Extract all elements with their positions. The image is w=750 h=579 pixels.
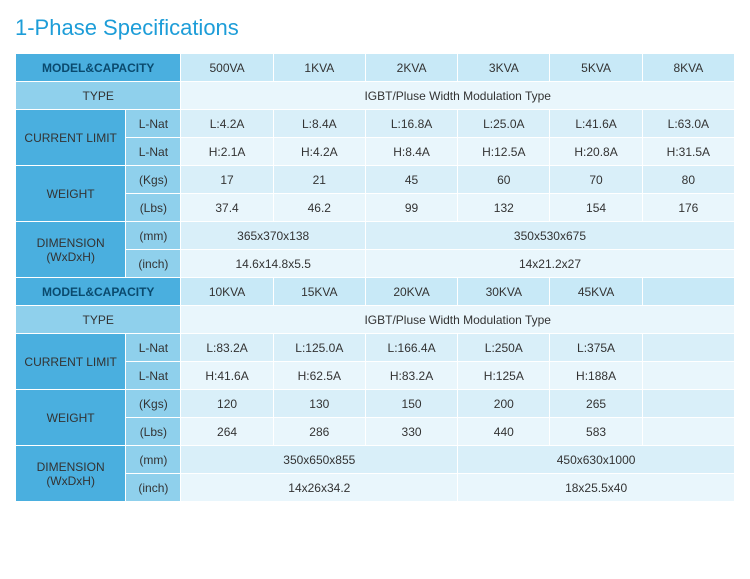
cap-cell [642,278,734,306]
data-cell: H:4.2A [273,138,365,166]
data-cell: H:83.2A [365,362,457,390]
sub-lbs: (Lbs) [126,194,181,222]
data-cell [642,334,734,362]
data-cell: L:63.0A [642,110,734,138]
data-cell: L:41.6A [550,110,642,138]
header-model-capacity: MODEL&CAPACITY [16,278,181,306]
data-cell: 17 [181,166,273,194]
sub-lnat: L-Nat [126,138,181,166]
sub-mm: (mm) [126,222,181,250]
data-cell: L:25.0A [458,110,550,138]
sub-lbs: (Lbs) [126,418,181,446]
data-cell: H:2.1A [181,138,273,166]
data-cell: 350x530x675 [365,222,734,250]
header-dimension: DIMENSION (WxDxH) [16,222,126,278]
data-cell: L:375A [550,334,642,362]
data-cell: 45 [365,166,457,194]
data-cell: 37.4 [181,194,273,222]
cap-cell: 5KVA [550,54,642,82]
sub-inch: (inch) [126,250,181,278]
data-cell: H:188A [550,362,642,390]
data-cell: L:166.4A [365,334,457,362]
data-cell: 60 [458,166,550,194]
data-cell: 132 [458,194,550,222]
data-cell: 150 [365,390,457,418]
data-cell: 264 [181,418,273,446]
data-cell: 265 [550,390,642,418]
data-cell: 365x370x138 [181,222,366,250]
cap-cell: 8KVA [642,54,734,82]
header-type: TYPE [16,306,181,334]
data-cell: L:4.2A [181,110,273,138]
data-cell: H:125A [458,362,550,390]
cap-cell: 10KVA [181,278,273,306]
data-cell: 120 [181,390,273,418]
header-type: TYPE [16,82,181,110]
header-dimension: DIMENSION (WxDxH) [16,446,126,502]
data-cell: 154 [550,194,642,222]
data-cell: 70 [550,166,642,194]
cap-cell: 45KVA [550,278,642,306]
data-cell: 14x26x34.2 [181,474,458,502]
cap-cell: 20KVA [365,278,457,306]
cap-cell: 500VA [181,54,273,82]
spec-table: MODEL&CAPACITY 500VA 1KVA 2KVA 3KVA 5KVA… [15,53,735,502]
data-cell: L:125.0A [273,334,365,362]
cap-cell: 3KVA [458,54,550,82]
sub-lnat: L-Nat [126,334,181,362]
cap-cell: 15KVA [273,278,365,306]
cap-cell: 1KVA [273,54,365,82]
data-cell: 330 [365,418,457,446]
data-cell: 21 [273,166,365,194]
data-cell: 350x650x855 [181,446,458,474]
data-cell: 14.6x14.8x5.5 [181,250,366,278]
data-cell: 18x25.5x40 [458,474,735,502]
header-model-capacity: MODEL&CAPACITY [16,54,181,82]
data-cell: 80 [642,166,734,194]
data-cell: 450x630x1000 [458,446,735,474]
sub-mm: (mm) [126,446,181,474]
sub-inch: (inch) [126,474,181,502]
data-cell [642,390,734,418]
cap-cell: 2KVA [365,54,457,82]
data-cell: H:62.5A [273,362,365,390]
data-cell: H:8.4A [365,138,457,166]
page-title: 1-Phase Specifications [15,15,735,41]
data-cell: 99 [365,194,457,222]
data-cell: 200 [458,390,550,418]
data-cell: L:83.2A [181,334,273,362]
data-cell: 440 [458,418,550,446]
data-cell: H:12.5A [458,138,550,166]
data-cell: 176 [642,194,734,222]
data-cell: L:250A [458,334,550,362]
cap-cell: 30KVA [458,278,550,306]
header-weight: WEIGHT [16,166,126,222]
data-cell: 583 [550,418,642,446]
sub-kgs: (Kgs) [126,166,181,194]
data-cell: H:20.8A [550,138,642,166]
data-cell [642,362,734,390]
type-value: IGBT/Pluse Width Modulation Type [181,82,735,110]
data-cell: H:41.6A [181,362,273,390]
header-current-limit: CURRENT LIMIT [16,110,126,166]
header-current-limit: CURRENT LIMIT [16,334,126,390]
header-weight: WEIGHT [16,390,126,446]
data-cell: 286 [273,418,365,446]
data-cell: 14x21.2x27 [365,250,734,278]
sub-lnat: L-Nat [126,110,181,138]
data-cell: L:8.4A [273,110,365,138]
sub-lnat: L-Nat [126,362,181,390]
data-cell [642,418,734,446]
type-value: IGBT/Pluse Width Modulation Type [181,306,735,334]
sub-kgs: (Kgs) [126,390,181,418]
data-cell: 46.2 [273,194,365,222]
data-cell: 130 [273,390,365,418]
data-cell: H:31.5A [642,138,734,166]
data-cell: L:16.8A [365,110,457,138]
